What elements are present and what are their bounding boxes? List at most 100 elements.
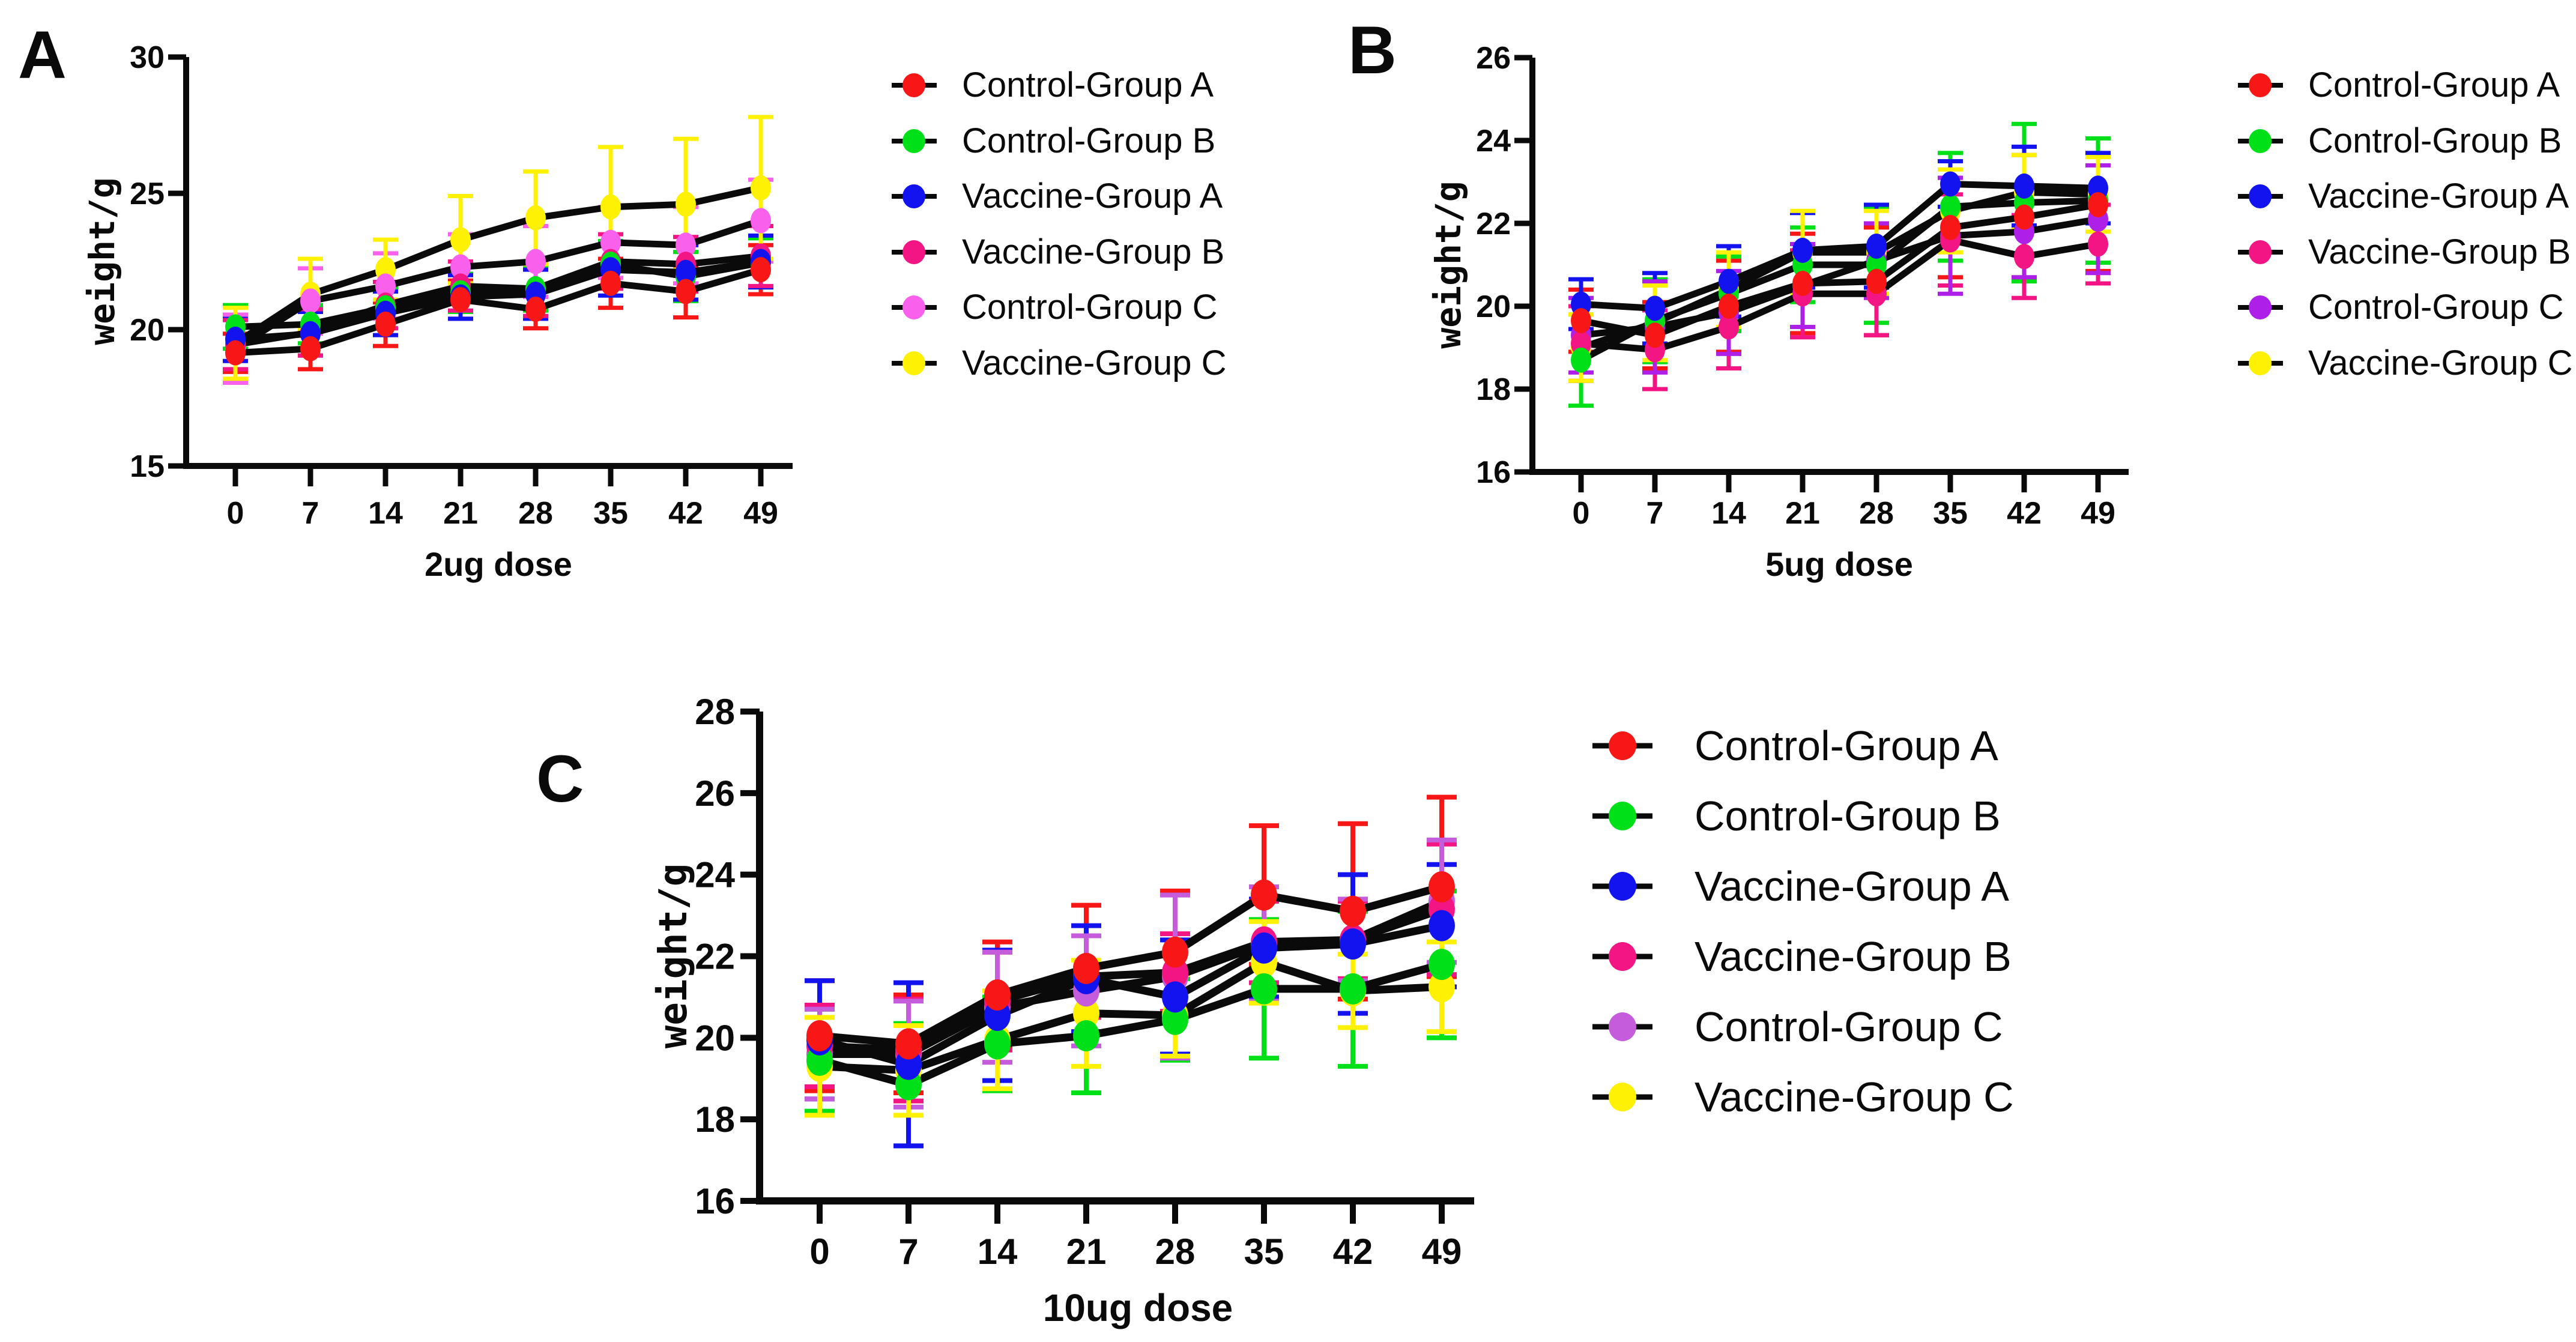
data-point-marker: [450, 254, 471, 280]
data-point-marker: [525, 249, 546, 274]
legend-item: Control-Group C: [2238, 280, 2573, 336]
x-tick-label: 14: [368, 496, 403, 531]
legend-item-label: Control-Group C: [962, 288, 1218, 327]
series-line-control-group-c: [232, 217, 764, 352]
legend-item-label: Control-Group C: [2308, 288, 2564, 327]
data-point-marker: [1792, 271, 1813, 297]
legend-item-label: Control-Group B: [962, 121, 1216, 160]
legend-marker-icon: [2238, 128, 2283, 153]
legend-item-label: Vaccine-Group B: [1695, 933, 2012, 980]
legend-item: Control-Group C: [1592, 992, 2014, 1062]
data-point-marker: [1571, 347, 1591, 373]
data-point-marker: [600, 229, 621, 255]
x-tick-label: 42: [668, 496, 703, 531]
series-markers-control-group-a: [806, 871, 1455, 1060]
legend-marker-icon: [892, 240, 937, 264]
legend-item: Vaccine-Group C: [892, 335, 1227, 391]
data-point-marker: [1940, 171, 1961, 197]
legend-item-label: Control-Group A: [1695, 722, 1998, 769]
legend-item: Vaccine-Group B: [1592, 922, 2014, 992]
legend-item: Control-Group B: [2238, 113, 2573, 169]
y-tick-label: 22: [695, 937, 735, 977]
legend-item: Control-Group A: [1592, 711, 2014, 781]
legend-item: Control-Group B: [1592, 781, 2014, 851]
legend-marker-icon: [892, 184, 937, 208]
x-tick-label: 35: [1933, 496, 1968, 531]
series-line-vaccine-group-c: [1577, 189, 2102, 351]
legend-panel-b: Control-Group A Control-Group B Vaccine-Gr…: [2238, 58, 2573, 391]
legend-item-label: Vaccine-Group C: [1695, 1074, 2014, 1120]
data-point-marker: [676, 279, 696, 304]
x-tick-label: 42: [2007, 496, 2042, 531]
series-line-vaccine-group-b: [1577, 237, 2102, 353]
series-line-control-group-a: [1577, 201, 2102, 339]
x-axis-title-c: 10ug dose: [1042, 1286, 1233, 1329]
data-point-marker: [1866, 233, 1887, 259]
x-tick-label: 14: [1711, 496, 1746, 531]
legend-item-label: Vaccine-Group B: [962, 232, 1225, 271]
legend-marker-icon: [892, 295, 937, 319]
y-tick-label: 30: [130, 40, 165, 75]
data-point-marker: [1251, 932, 1277, 964]
data-point-marker: [2088, 192, 2108, 217]
series-line-vaccine-group-a: [815, 922, 1446, 1068]
legend-item-label: Vaccine-Group A: [2308, 177, 2569, 216]
y-tick-label: 26: [695, 773, 735, 814]
x-tick-label: 28: [1859, 496, 1894, 531]
y-tick-label: 18: [1476, 372, 1511, 407]
legend-marker-icon: [2238, 351, 2283, 375]
legend-item: Vaccine-Group A: [2238, 169, 2573, 225]
panel-c-label: C: [536, 742, 584, 816]
data-point-marker: [1162, 981, 1188, 1013]
y-tick-label: 18: [695, 1099, 735, 1140]
data-point-marker: [1429, 910, 1455, 942]
legend-item-label: Control-Group B: [1695, 793, 2001, 839]
legend-item-label: Vaccine-Group A: [1695, 863, 2009, 910]
panel-a-label: A: [18, 17, 67, 92]
x-tick-label: 35: [593, 496, 628, 531]
data-point-marker: [676, 192, 696, 217]
legend-item-label: Control-Group B: [2308, 121, 2562, 160]
data-point-marker: [1792, 237, 1813, 263]
x-tick-label: 7: [898, 1232, 918, 1272]
data-point-marker: [1073, 952, 1099, 984]
legend-marker-icon: [2238, 184, 2283, 208]
legend-marker-icon: [1592, 872, 1652, 901]
x-tick-label: 28: [518, 496, 553, 531]
data-point-marker: [1429, 971, 1455, 1003]
legend-item: Vaccine-Group B: [892, 224, 1227, 280]
y-tick-label: 22: [1476, 207, 1511, 241]
panel-c-chart: 16 18 20 22 24 26 28 0 7 14 21 28 35 42 49: [695, 692, 1474, 1272]
legend-item: Control-Group B: [892, 113, 1227, 169]
data-point-marker: [375, 273, 396, 299]
data-point-marker: [1429, 949, 1455, 981]
data-point-marker: [1866, 268, 1887, 294]
legend-marker-icon: [892, 128, 937, 153]
series-line-vaccine-group-c: [815, 958, 1446, 1075]
panel-b-label: B: [1348, 13, 1397, 88]
x-tick-label: 0: [227, 496, 244, 531]
legend-item: Vaccine-Group C: [2238, 335, 2573, 391]
x-tick-label: 35: [1244, 1232, 1284, 1272]
legend-item: Vaccine-Group B: [2238, 224, 2573, 280]
data-point-marker: [676, 232, 696, 258]
data-point-marker: [525, 205, 546, 231]
y-axis-title-b: weight/g: [1428, 181, 1469, 349]
data-point-marker: [1162, 936, 1188, 968]
legend-item-label: Control-Group A: [2308, 65, 2560, 104]
legend-item: Control-Group A: [892, 58, 1227, 113]
y-tick-label: 16: [1476, 455, 1511, 490]
y-tick-label: 25: [130, 177, 165, 211]
data-point-marker: [1340, 895, 1366, 927]
x-tick-label: 42: [1333, 1232, 1373, 1272]
legend-item-label: Vaccine-Group B: [2308, 232, 2571, 271]
legend-marker-icon: [892, 73, 937, 97]
data-point-marker: [751, 208, 771, 234]
y-tick-label: 20: [695, 1018, 735, 1058]
x-tick-label: 21: [443, 496, 478, 531]
data-point-marker: [1719, 268, 1739, 294]
x-tick-label: 7: [1646, 496, 1664, 531]
data-point-marker: [984, 1028, 1011, 1060]
legend-item-label: Control-Group A: [962, 65, 1214, 104]
